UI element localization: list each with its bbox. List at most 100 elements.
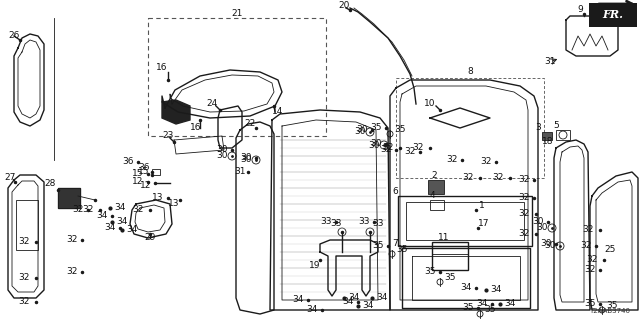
Text: 15: 15 — [132, 169, 144, 178]
Text: 1: 1 — [479, 202, 485, 211]
Text: 34: 34 — [490, 285, 502, 294]
Text: 32: 32 — [72, 204, 84, 213]
Text: 12: 12 — [140, 180, 152, 189]
Text: 12: 12 — [132, 177, 144, 186]
Text: 36: 36 — [138, 164, 150, 172]
Text: 35: 35 — [394, 125, 406, 134]
Text: 35: 35 — [372, 241, 384, 250]
Text: 27: 27 — [4, 173, 16, 182]
Text: 32: 32 — [412, 143, 424, 153]
Text: 6: 6 — [392, 188, 398, 196]
Text: 22: 22 — [244, 119, 255, 129]
Text: 17: 17 — [478, 220, 490, 228]
Text: 15: 15 — [138, 167, 150, 177]
Text: 34: 34 — [342, 297, 354, 306]
Text: 32: 32 — [446, 155, 458, 164]
Text: 34: 34 — [96, 211, 108, 220]
Text: 32: 32 — [584, 265, 596, 274]
Text: 25: 25 — [604, 245, 616, 254]
Text: 34: 34 — [348, 293, 360, 302]
Text: 32: 32 — [462, 173, 474, 182]
Text: 32: 32 — [83, 205, 93, 214]
Text: FR.: FR. — [602, 10, 623, 20]
Text: 30: 30 — [532, 217, 544, 226]
Text: 32: 32 — [19, 298, 29, 307]
Text: 30: 30 — [240, 156, 252, 164]
Bar — [152, 169, 160, 175]
Text: 2: 2 — [431, 172, 437, 180]
Text: 34: 34 — [116, 218, 128, 227]
Text: T2AAB3740: T2AAB3740 — [589, 308, 630, 314]
Text: 29: 29 — [144, 234, 156, 243]
Text: 30: 30 — [368, 140, 380, 149]
Text: 14: 14 — [272, 108, 284, 116]
Text: 32: 32 — [19, 237, 29, 246]
Text: 36: 36 — [122, 156, 134, 165]
Text: 4: 4 — [429, 191, 435, 201]
Text: 35: 35 — [424, 267, 436, 276]
Text: 34: 34 — [376, 293, 388, 302]
Text: 9: 9 — [577, 5, 583, 14]
Text: 20: 20 — [339, 2, 349, 11]
Text: 34: 34 — [362, 301, 374, 310]
Text: 34: 34 — [126, 226, 138, 235]
Text: 3: 3 — [535, 124, 541, 132]
Text: 18: 18 — [542, 138, 554, 147]
FancyBboxPatch shape — [589, 3, 637, 27]
Text: 35: 35 — [606, 301, 618, 310]
Text: 34: 34 — [104, 222, 116, 231]
Text: 10: 10 — [424, 100, 436, 108]
Text: 30: 30 — [216, 145, 228, 154]
Text: 33: 33 — [320, 217, 332, 226]
Text: 16: 16 — [156, 63, 168, 73]
Text: 31: 31 — [544, 58, 556, 67]
Text: 30: 30 — [544, 242, 556, 251]
Text: 35: 35 — [484, 306, 496, 315]
Text: 30: 30 — [240, 153, 252, 162]
Text: 30: 30 — [536, 223, 548, 233]
Text: 7: 7 — [392, 239, 398, 249]
Bar — [406, 202, 524, 240]
Text: 32: 32 — [518, 210, 530, 219]
Text: 30: 30 — [371, 139, 381, 148]
Polygon shape — [162, 100, 190, 124]
Text: 32: 32 — [67, 267, 77, 276]
Text: 34: 34 — [460, 283, 472, 292]
Text: 32: 32 — [580, 241, 592, 250]
Text: 34: 34 — [115, 204, 125, 212]
Text: 32: 32 — [382, 143, 394, 153]
Text: 32: 32 — [586, 255, 598, 265]
Text: 30: 30 — [356, 124, 368, 133]
Text: 24: 24 — [206, 100, 218, 108]
Text: 32: 32 — [380, 145, 392, 154]
Text: 19: 19 — [309, 261, 321, 270]
Text: 32: 32 — [492, 173, 504, 182]
Text: 21: 21 — [231, 10, 243, 19]
Text: 32: 32 — [480, 156, 492, 165]
Text: 13: 13 — [168, 199, 180, 209]
Text: 33: 33 — [358, 217, 370, 226]
Text: 34: 34 — [504, 300, 516, 308]
Polygon shape — [58, 188, 80, 208]
Text: 28: 28 — [44, 180, 56, 188]
Text: 23: 23 — [163, 132, 173, 140]
Bar — [428, 180, 444, 194]
Text: 33: 33 — [330, 220, 342, 228]
Text: 35: 35 — [371, 123, 381, 132]
Text: 35: 35 — [584, 299, 596, 308]
Text: 34: 34 — [476, 299, 488, 308]
Text: 34: 34 — [292, 294, 304, 303]
Bar — [432, 242, 468, 270]
Text: 30: 30 — [355, 127, 365, 137]
Text: 32: 32 — [404, 147, 416, 156]
Text: 32: 32 — [67, 235, 77, 244]
Text: 33: 33 — [372, 220, 384, 228]
Text: 32: 32 — [518, 193, 530, 202]
Text: 30: 30 — [216, 151, 228, 161]
Text: 11: 11 — [438, 234, 450, 243]
Bar — [542, 132, 552, 140]
Bar — [16, 200, 38, 250]
Text: 35: 35 — [444, 274, 456, 283]
Bar — [398, 196, 532, 246]
Text: 31: 31 — [234, 167, 246, 177]
